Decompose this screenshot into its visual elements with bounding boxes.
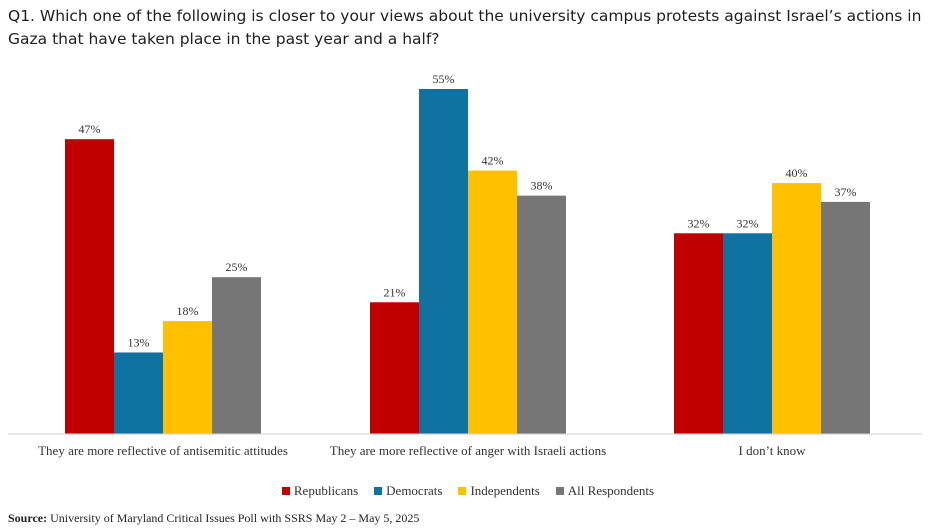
value-label-all-respondents-0: 25%	[226, 260, 248, 274]
legend-item-democrats: Democrats	[374, 483, 442, 499]
category-label-2: I don’t know	[738, 443, 806, 458]
value-label-democrats-2: 32%	[737, 216, 759, 230]
value-label-independents-2: 40%	[786, 166, 808, 180]
legend-label: Democrats	[386, 483, 443, 498]
value-label-all-respondents-2: 37%	[835, 185, 857, 199]
bar-all-respondents-2	[821, 201, 870, 434]
legend-item-independents: Independents	[458, 483, 540, 499]
bar-democrats-0	[114, 352, 163, 434]
category-label-0: They are more reflective of antisemitic …	[38, 443, 288, 458]
bar-independents-1	[468, 170, 517, 434]
source-note: Source: University of Maryland Critical …	[8, 511, 419, 526]
bars-group	[65, 89, 870, 434]
value-labels-group: 47% 13% 18% 25% 21% 55% 42% 38% 32% 32% 40% 37%	[79, 72, 857, 349]
source-label: Source:	[8, 511, 48, 525]
category-label-1: They are more reflective of anger with I…	[329, 443, 607, 458]
legend-item-republicans: Republicans	[281, 483, 359, 499]
legend-label: Republicans	[293, 483, 359, 498]
value-label-republicans-1: 21%	[384, 285, 406, 299]
value-label-democrats-1: 55%	[433, 72, 455, 86]
legend-item-all-respondents: All Respondents	[555, 483, 655, 499]
value-label-all-respondents-1: 38%	[531, 179, 553, 193]
legend: Republicans Democrats Independents All Resp…	[0, 483, 936, 499]
bar-democrats-1	[419, 89, 468, 434]
value-label-republicans-0: 47%	[79, 122, 101, 136]
bar-independents-0	[163, 321, 212, 434]
bar-independents-2	[772, 183, 821, 434]
chart-title: Q1. Which one of the following is closer…	[8, 7, 922, 48]
value-label-independents-0: 18%	[177, 304, 199, 318]
bar-republicans-1	[370, 302, 419, 434]
legend-swatch	[374, 487, 383, 495]
legend-swatch	[555, 487, 564, 495]
legend-swatch	[281, 487, 290, 495]
bar-republicans-2	[674, 233, 723, 434]
bar-all-respondents-1	[517, 195, 566, 434]
bar-republicans-0	[65, 139, 114, 434]
value-label-democrats-0: 13%	[128, 335, 150, 349]
legend-label: Independents	[470, 483, 540, 498]
value-label-independents-1: 42%	[482, 154, 504, 168]
legend-swatch	[458, 487, 467, 495]
value-label-republicans-2: 32%	[688, 216, 710, 230]
bar-democrats-2	[723, 233, 772, 434]
source-text: University of Maryland Critical Issues P…	[47, 511, 420, 525]
legend-label: All Respondents	[567, 483, 655, 498]
bar-all-respondents-0	[212, 277, 261, 434]
